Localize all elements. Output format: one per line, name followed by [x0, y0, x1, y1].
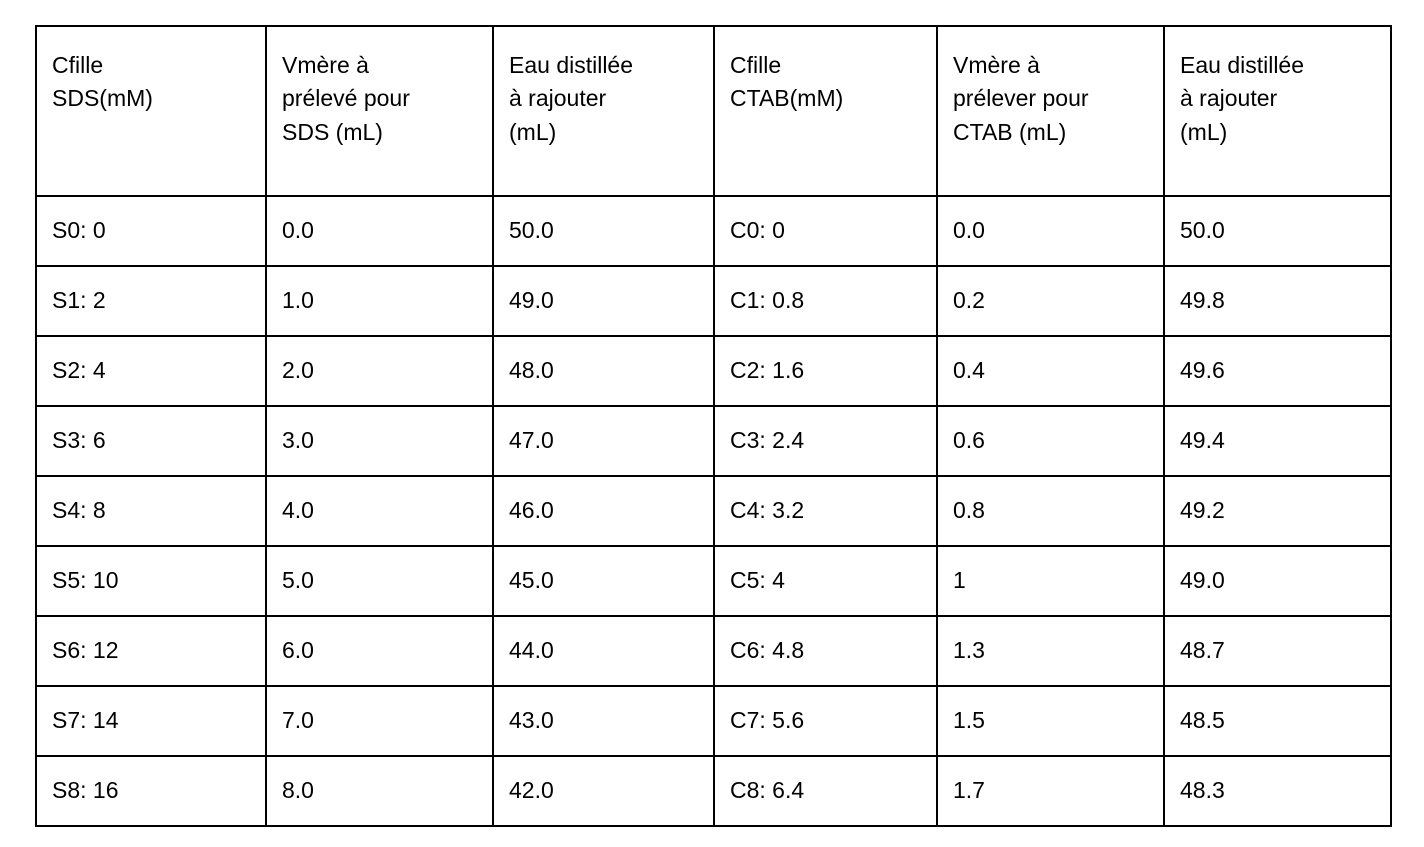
- table-cell: 45.0: [492, 545, 715, 617]
- table-cell: 50.0: [1163, 195, 1392, 267]
- table-cell: S3: 6: [35, 405, 267, 477]
- header-row: Cfille SDS(mM) Vmère à prélevé pour SDS (…: [35, 25, 1392, 197]
- table-cell: 7.0: [265, 685, 494, 757]
- table-row: S0: 0 0.0 50.0 C0: 0 0.0 50.0: [35, 195, 1392, 267]
- table-cell: 0.8: [936, 475, 1165, 547]
- table-cell: S8: 16: [35, 755, 267, 827]
- dilution-table: Cfille SDS(mM) Vmère à prélevé pour SDS (…: [35, 25, 1392, 827]
- table-cell: 4.0: [265, 475, 494, 547]
- table-cell: 44.0: [492, 615, 715, 687]
- table-cell: 2.0: [265, 335, 494, 407]
- table-cell: 43.0: [492, 685, 715, 757]
- header-cell: Cfille SDS(mM): [35, 25, 267, 197]
- header-cell: Eau distillée à rajouter (mL): [492, 25, 715, 197]
- table-cell: 3.0: [265, 405, 494, 477]
- table-cell: 48.3: [1163, 755, 1392, 827]
- table-row: S8: 16 8.0 42.0 C8: 6.4 1.7 48.3: [35, 755, 1392, 827]
- table-cell: C3: 2.4: [713, 405, 938, 477]
- table-cell: 5.0: [265, 545, 494, 617]
- table-cell: 48.7: [1163, 615, 1392, 687]
- table-row: S7: 14 7.0 43.0 C7: 5.6 1.5 48.5: [35, 685, 1392, 757]
- table-row: S5: 10 5.0 45.0 C5: 4 1 49.0: [35, 545, 1392, 617]
- table-cell: S5: 10: [35, 545, 267, 617]
- header-cell: Eau distillée à rajouter (mL): [1163, 25, 1392, 197]
- header-cell: Cfille CTAB(mM): [713, 25, 938, 197]
- table-cell: 6.0: [265, 615, 494, 687]
- table-cell: 0.4: [936, 335, 1165, 407]
- table-row: S3: 6 3.0 47.0 C3: 2.4 0.6 49.4: [35, 405, 1392, 477]
- table-cell: 49.4: [1163, 405, 1392, 477]
- table-cell: 49.6: [1163, 335, 1392, 407]
- table-cell: 42.0: [492, 755, 715, 827]
- table-row: S2: 4 2.0 48.0 C2: 1.6 0.4 49.6: [35, 335, 1392, 407]
- table-cell: C8: 6.4: [713, 755, 938, 827]
- table-cell: 8.0: [265, 755, 494, 827]
- table-header: Cfille SDS(mM) Vmère à prélevé pour SDS (…: [35, 25, 1392, 197]
- table-cell: C0: 0: [713, 195, 938, 267]
- table-cell: 1.0: [265, 265, 494, 337]
- table-cell: 1.5: [936, 685, 1165, 757]
- table-cell: S7: 14: [35, 685, 267, 757]
- table-cell: 0.0: [936, 195, 1165, 267]
- table-cell: 48.5: [1163, 685, 1392, 757]
- header-cell: Vmère à prélever pour CTAB (mL): [936, 25, 1165, 197]
- table-cell: S1: 2: [35, 265, 267, 337]
- table-cell: 1: [936, 545, 1165, 617]
- table-cell: S4: 8: [35, 475, 267, 547]
- table-cell: 49.0: [492, 265, 715, 337]
- table-cell: C5: 4: [713, 545, 938, 617]
- table-cell: 49.2: [1163, 475, 1392, 547]
- table-cell: 46.0: [492, 475, 715, 547]
- table-cell: 0.0: [265, 195, 494, 267]
- table-cell: S2: 4: [35, 335, 267, 407]
- table-body: S0: 0 0.0 50.0 C0: 0 0.0 50.0 S1: 2 1.0 49.0 C1: …: [35, 195, 1392, 827]
- table-cell: 0.6: [936, 405, 1165, 477]
- table-row: S1: 2 1.0 49.0 C1: 0.8 0.2 49.8: [35, 265, 1392, 337]
- table-row: S4: 8 4.0 46.0 C4: 3.2 0.8 49.2: [35, 475, 1392, 547]
- table-cell: C7: 5.6: [713, 685, 938, 757]
- header-cell: Vmère à prélevé pour SDS (mL): [265, 25, 494, 197]
- table-cell: 47.0: [492, 405, 715, 477]
- table-cell: 49.0: [1163, 545, 1392, 617]
- table-cell: C1: 0.8: [713, 265, 938, 337]
- table-cell: 49.8: [1163, 265, 1392, 337]
- table-row: S6: 12 6.0 44.0 C6: 4.8 1.3 48.7: [35, 615, 1392, 687]
- table-cell: S6: 12: [35, 615, 267, 687]
- table-cell: C6: 4.8: [713, 615, 938, 687]
- table-cell: 1.3: [936, 615, 1165, 687]
- table-cell: 48.0: [492, 335, 715, 407]
- table-cell: 50.0: [492, 195, 715, 267]
- table-cell: 0.2: [936, 265, 1165, 337]
- table-cell: 1.7: [936, 755, 1165, 827]
- table-cell: C4: 3.2: [713, 475, 938, 547]
- table-cell: C2: 1.6: [713, 335, 938, 407]
- table-cell: S0: 0: [35, 195, 267, 267]
